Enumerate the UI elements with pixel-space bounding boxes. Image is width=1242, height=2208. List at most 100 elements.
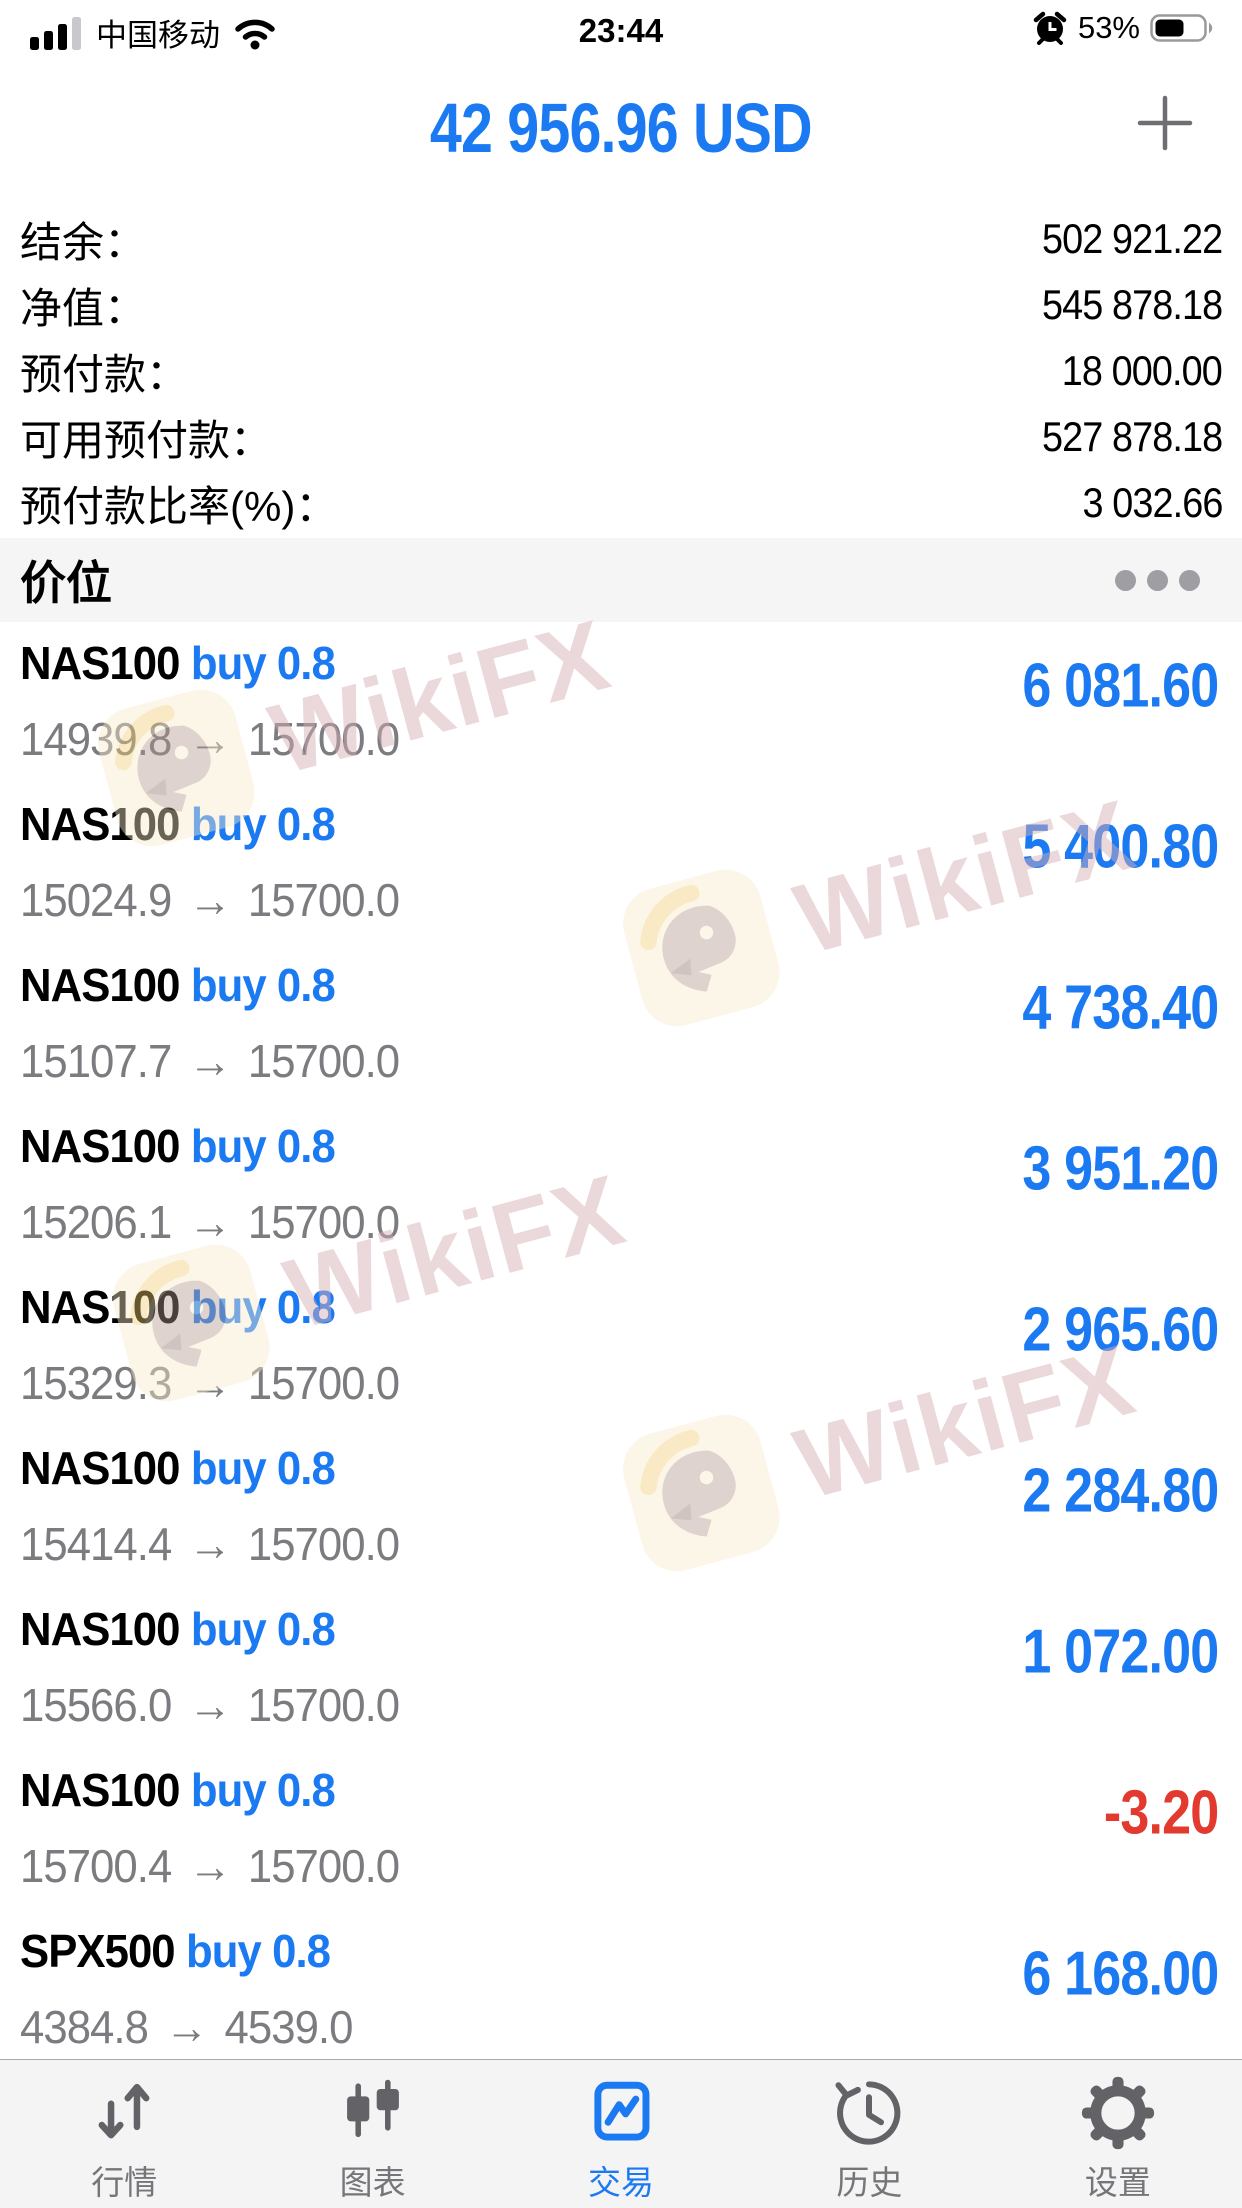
open-price: 15206.1 [20, 1196, 172, 1248]
position-symbol: NAS100 [20, 1603, 180, 1655]
position-row[interactable]: SPX500 buy 0.8 4384.8 → 4539.0 6 168.00 [0, 1910, 1242, 2060]
tab-trade[interactable]: 交易 [497, 2060, 745, 2208]
profit-value: 6 168.00 [1021, 1939, 1219, 2009]
position-symbol: NAS100 [20, 1442, 180, 1494]
status-bar: 中国移动 23:44 53% [0, 0, 1242, 56]
profit-value: 6 081.60 [1021, 651, 1219, 721]
profit-value: -3.20 [1103, 1778, 1218, 1848]
position-side-volume: buy 0.8 [190, 1281, 336, 1333]
arrow-right-icon: → [188, 1196, 232, 1248]
history-clock-icon [835, 2081, 901, 2145]
summary-row-margin-level: 预付款比率(%)： 3 032.66 [20, 470, 1223, 536]
summary-value: 3 032.66 [1082, 479, 1223, 526]
open-price: 15566.0 [20, 1679, 172, 1731]
summary-label: 预付款比率(%)： [20, 482, 338, 530]
position-side-volume: buy 0.8 [190, 637, 336, 689]
summary-label: 预付款： [20, 350, 189, 398]
open-price: 15414.4 [20, 1518, 172, 1570]
arrow-right-icon: → [188, 874, 232, 926]
current-price: 15700.0 [247, 1357, 400, 1409]
summary-value: 527 878.18 [1041, 413, 1223, 460]
open-price: 15329.3 [20, 1357, 172, 1409]
position-row[interactable]: NAS100 buy 0.8 15566.0 → 15700.0 1 072.00 [0, 1588, 1242, 1749]
position-row[interactable]: NAS100 buy 0.8 15024.9 → 15700.0 5 400.80 [0, 783, 1242, 944]
position-row[interactable]: NAS100 buy 0.8 15107.7 → 15700.0 4 738.40 [0, 944, 1242, 1105]
summary-row-balance: 结余： 502 921.22 [20, 206, 1223, 272]
position-side-volume: buy 0.8 [190, 1764, 336, 1816]
status-time: 23:44 [578, 12, 664, 49]
more-options-button[interactable] [1115, 569, 1222, 591]
current-price: 15700.0 [247, 713, 400, 765]
tab-quotes[interactable]: 行情 [0, 2060, 248, 2208]
arrow-right-icon: → [188, 1840, 232, 1892]
position-row[interactable]: NAS100 buy 0.8 15329.3 → 15700.0 2 965.60 [0, 1266, 1242, 1427]
profit-value: 3 951.20 [1021, 1134, 1219, 1204]
position-side-volume: buy 0.8 [190, 1603, 336, 1655]
position-row[interactable]: NAS100 buy 0.8 15414.4 → 15700.0 2 284.80 [0, 1427, 1242, 1588]
tab-label: 行情 [91, 2164, 158, 2201]
position-symbol: NAS100 [20, 959, 180, 1011]
current-price: 15700.0 [247, 1035, 400, 1087]
summary-row-free-margin: 可用预付款： 527 878.18 [20, 404, 1223, 470]
summary-row-margin: 预付款： 18 000.00 [20, 338, 1223, 404]
position-row[interactable]: NAS100 buy 0.8 15206.1 → 15700.0 3 951.20 [0, 1105, 1242, 1266]
summary-value: 502 921.22 [1041, 215, 1223, 262]
tab-settings[interactable]: 设置 [994, 2060, 1242, 2208]
profit-value: 2 284.80 [1021, 1456, 1219, 1526]
arrow-right-icon: → [188, 713, 232, 765]
summary-label: 结余： [20, 218, 147, 266]
carrier-label: 中国移动 [96, 18, 220, 53]
cellular-signal-icon [30, 16, 81, 50]
alarm-clock-icon [1033, 11, 1067, 45]
battery-icon [1150, 14, 1213, 42]
profit-value: 4 738.40 [1021, 973, 1219, 1043]
tab-history[interactable]: 历史 [745, 2060, 993, 2208]
open-price: 14939.8 [20, 713, 172, 765]
tab-bar: 行情 图表 交易 [0, 2059, 1242, 2208]
tab-charts[interactable]: 图表 [248, 2060, 496, 2208]
position-row[interactable]: NAS100 buy 0.8 14939.8 → 15700.0 6 081.60 [0, 622, 1242, 783]
add-account-button[interactable] [1136, 94, 1194, 152]
position-side-volume: buy 0.8 [190, 1442, 336, 1494]
position-side-volume: buy 0.8 [190, 798, 336, 850]
tab-label: 历史 [836, 2164, 903, 2201]
summary-row-equity: 净值： 545 878.18 [20, 272, 1223, 338]
positions-list: NAS100 buy 0.8 14939.8 → 15700.0 6 081.60… [0, 622, 1242, 2060]
tab-label: 设置 [1084, 2164, 1151, 2201]
gear-icon [1081, 2076, 1154, 2150]
summary-value: 18 000.00 [1061, 347, 1223, 394]
position-side-volume: buy 0.8 [190, 959, 336, 1011]
position-symbol: NAS100 [20, 798, 180, 850]
current-price: 15700.0 [247, 1518, 400, 1570]
wifi-icon [235, 19, 275, 49]
open-price: 15107.7 [20, 1035, 172, 1087]
open-price: 4384.8 [20, 2001, 149, 2053]
candlestick-chart-icon [346, 2079, 399, 2138]
arrow-right-icon: → [188, 1679, 232, 1731]
position-side-volume: buy 0.8 [190, 1120, 336, 1172]
profit-value: 1 072.00 [1021, 1617, 1219, 1687]
profit-value: 2 965.60 [1021, 1295, 1219, 1365]
arrow-right-icon: → [164, 2001, 209, 2053]
tab-label: 图表 [339, 2164, 406, 2201]
current-price: 15700.0 [247, 1679, 400, 1731]
quotes-arrows-icon [98, 2083, 150, 2139]
position-symbol: NAS100 [20, 1281, 180, 1333]
summary-label: 可用预付款： [20, 416, 273, 464]
account-balance: 42 956.96 USD [430, 89, 813, 167]
current-price: 15700.0 [247, 1196, 400, 1248]
position-symbol: NAS100 [20, 1120, 180, 1172]
arrow-right-icon: → [188, 1035, 232, 1087]
account-summary: 结余： 502 921.22 净值： 545 878.18 预付款： 18 00… [20, 206, 1223, 536]
arrow-right-icon: → [188, 1518, 232, 1570]
summary-label: 净值： [20, 284, 147, 332]
summary-value: 545 878.18 [1041, 281, 1223, 328]
position-symbol: NAS100 [20, 1764, 180, 1816]
position-row[interactable]: NAS100 buy 0.8 15700.4 → 15700.0 -3.20 [0, 1749, 1242, 1910]
open-price: 15024.9 [20, 874, 172, 926]
status-right-cluster: 53% [1032, 10, 1216, 46]
position-symbol: SPX500 [20, 1925, 176, 1977]
status-left-cluster: 中国移动 [30, 10, 278, 55]
positions-section-header: 价位 [0, 538, 1242, 622]
